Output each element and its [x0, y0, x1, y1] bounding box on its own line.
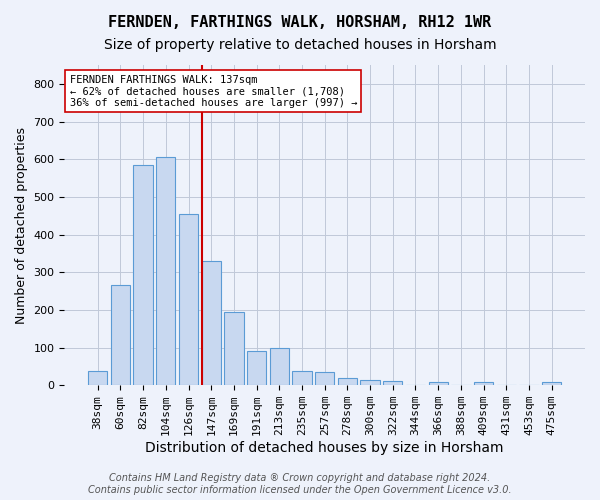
Text: Contains HM Land Registry data ® Crown copyright and database right 2024.
Contai: Contains HM Land Registry data ® Crown c…: [88, 474, 512, 495]
Bar: [179, 214, 198, 385]
X-axis label: Distribution of detached houses by size in Horsham: Distribution of detached houses by size …: [145, 441, 504, 455]
Text: Size of property relative to detached houses in Horsham: Size of property relative to detached ho…: [104, 38, 496, 52]
Bar: [224, 312, 244, 385]
Bar: [111, 286, 130, 385]
Bar: [247, 352, 266, 385]
Bar: [202, 261, 221, 385]
Bar: [88, 372, 107, 385]
Bar: [315, 372, 334, 385]
Bar: [428, 382, 448, 385]
Bar: [269, 348, 289, 385]
Bar: [133, 165, 153, 385]
Bar: [542, 382, 562, 385]
Bar: [361, 380, 380, 385]
Bar: [338, 378, 357, 385]
Bar: [383, 382, 403, 385]
Y-axis label: Number of detached properties: Number of detached properties: [15, 126, 28, 324]
Bar: [292, 372, 311, 385]
Bar: [474, 382, 493, 385]
Text: FERNDEN FARTHINGS WALK: 137sqm
← 62% of detached houses are smaller (1,708)
36% : FERNDEN FARTHINGS WALK: 137sqm ← 62% of …: [70, 74, 357, 108]
Bar: [156, 158, 175, 385]
Text: FERNDEN, FARTHINGS WALK, HORSHAM, RH12 1WR: FERNDEN, FARTHINGS WALK, HORSHAM, RH12 1…: [109, 15, 491, 30]
